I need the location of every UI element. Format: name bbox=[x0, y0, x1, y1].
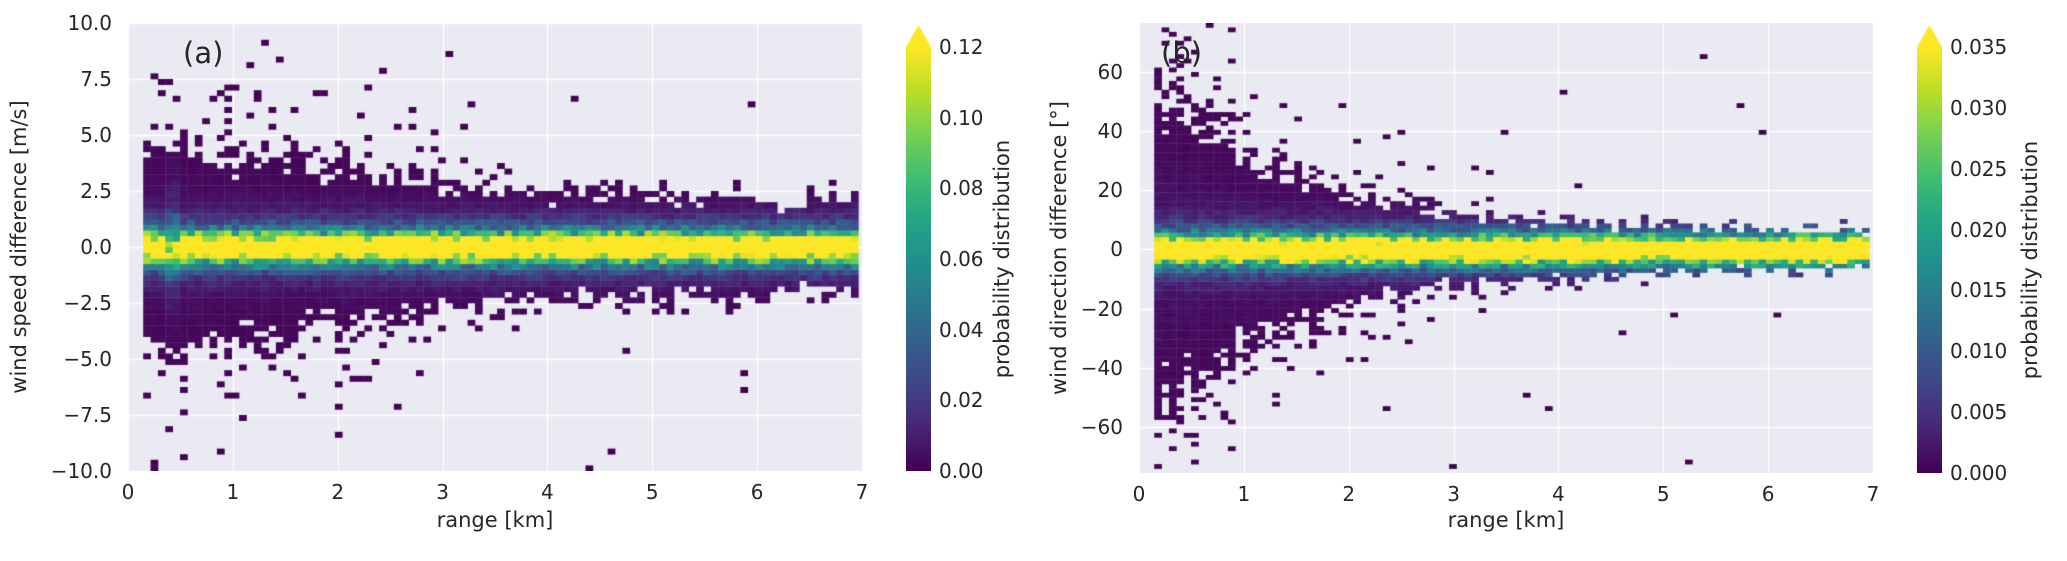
colorbar-tick-label: 0.04 bbox=[939, 317, 984, 342]
x-tick-label: 7 bbox=[855, 480, 869, 504]
y-tick-label: −5.0 bbox=[63, 347, 112, 371]
y-tick-label: 60 bbox=[1097, 59, 1123, 84]
panel-b-label: (b) bbox=[1161, 36, 1203, 70]
y-tick-label: 10.0 bbox=[67, 11, 112, 35]
colorbar-b-label: probability distribution bbox=[2018, 140, 2042, 380]
x-tick-label: 5 bbox=[1656, 482, 1670, 506]
x-tick-label: 5 bbox=[645, 480, 659, 504]
y-tick-label: 0.0 bbox=[80, 235, 112, 259]
x-tick-label: 2 bbox=[331, 480, 345, 504]
x-tick-label: 3 bbox=[436, 480, 449, 504]
colorbar-tick-label: 0.015 bbox=[1950, 278, 2008, 303]
y-tick-label: −10.0 bbox=[50, 459, 112, 483]
colorbar-a-canvas bbox=[906, 25, 931, 471]
y-tick-label: 40 bbox=[1097, 119, 1123, 144]
x-tick-label: 6 bbox=[1761, 482, 1775, 506]
colorbar-tick-label: 0.06 bbox=[939, 247, 984, 271]
x-tick-label: 6 bbox=[750, 480, 764, 504]
panel-a-label: (a) bbox=[183, 36, 224, 70]
x-tick-label: 1 bbox=[1237, 482, 1251, 506]
y-tick-label: −40 bbox=[1080, 355, 1123, 380]
colorbar-b-canvas bbox=[1917, 25, 1942, 473]
colorbar-tick-label: 0.030 bbox=[1950, 95, 2008, 120]
colorbar-tick-label: 0.08 bbox=[939, 176, 984, 201]
heatmap-a-canvas bbox=[128, 23, 862, 471]
colorbar-tick-label: 0.025 bbox=[1950, 156, 2008, 181]
panel-a-x-axis-label: range [km] bbox=[436, 508, 554, 532]
y-tick-label: 2.5 bbox=[80, 179, 112, 203]
heatmap-b-canvas bbox=[1139, 23, 1873, 473]
colorbar-tick-label: 0.000 bbox=[1950, 461, 2008, 485]
panel-b-x-axis-label: range [km] bbox=[1447, 508, 1565, 532]
colorbar-tick-label: 0.02 bbox=[939, 388, 984, 413]
y-tick-label: 20 bbox=[1097, 178, 1123, 203]
colorbar-tick-label: 0.020 bbox=[1950, 217, 2008, 242]
x-tick-label: 7 bbox=[1866, 482, 1880, 506]
y-tick-label: −20 bbox=[1080, 296, 1123, 321]
colorbar-tick-label: 0.10 bbox=[939, 105, 984, 130]
x-tick-label: 0 bbox=[121, 480, 135, 504]
x-tick-label: 4 bbox=[1552, 482, 1565, 506]
y-tick-label: 7.5 bbox=[80, 67, 112, 91]
colorbar-tick-label: 0.005 bbox=[1950, 400, 2008, 425]
x-tick-label: 0 bbox=[1132, 482, 1146, 506]
x-tick-label: 3 bbox=[1447, 482, 1460, 506]
x-tick-label: 2 bbox=[1342, 482, 1356, 506]
colorbar-tick-label: 0.00 bbox=[939, 459, 984, 483]
y-tick-label: 0 bbox=[1110, 237, 1123, 262]
colorbar-tick-label: 0.12 bbox=[939, 35, 984, 59]
x-tick-label: 4 bbox=[541, 480, 554, 504]
y-tick-label: 5.0 bbox=[80, 123, 112, 147]
x-tick-label: 1 bbox=[226, 480, 240, 504]
y-tick-label: −60 bbox=[1080, 415, 1123, 440]
y-tick-label: −7.5 bbox=[63, 403, 112, 427]
y-tick-label: −2.5 bbox=[63, 291, 112, 315]
colorbar-tick-label: 0.035 bbox=[1950, 35, 2008, 59]
colorbar-tick-label: 0.010 bbox=[1950, 339, 2008, 364]
